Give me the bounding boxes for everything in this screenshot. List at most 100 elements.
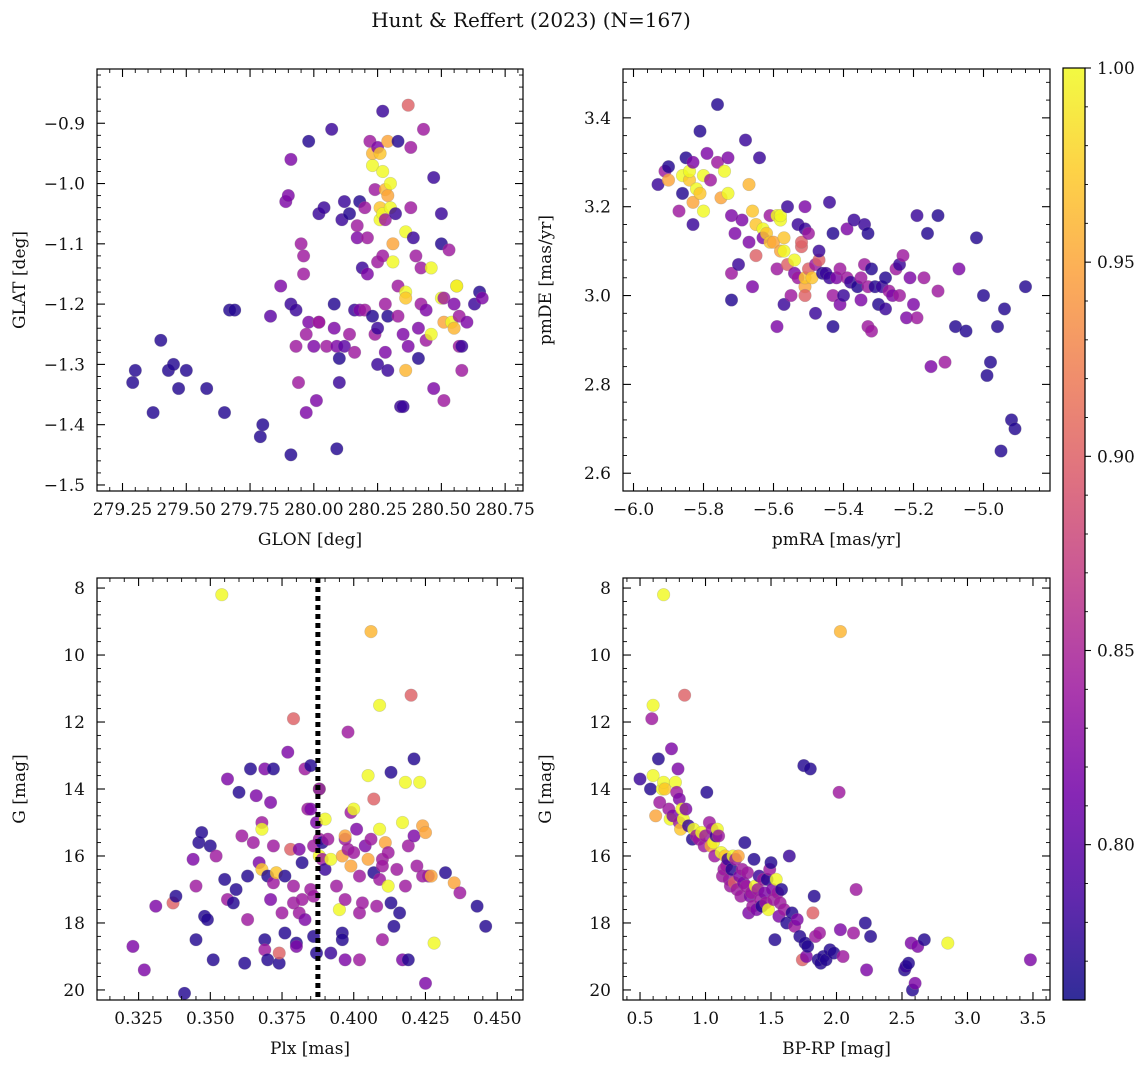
data-point	[700, 146, 714, 160]
data-point	[209, 849, 223, 863]
data-point	[437, 394, 451, 408]
data-point	[410, 859, 424, 873]
data-point	[731, 849, 745, 863]
data-point	[460, 315, 474, 329]
x-tick-label: 3.5	[1019, 1009, 1046, 1029]
data-point	[272, 946, 286, 960]
data-point	[249, 789, 263, 803]
data-point	[360, 267, 375, 281]
ticks-sky: 279.25 279.50 279.75 280.00 280.25 280.50 280.…	[44, 69, 535, 520]
data-point	[393, 906, 407, 920]
data-point	[360, 231, 375, 245]
data-point	[364, 832, 378, 846]
data-point	[806, 906, 820, 920]
data-point	[784, 288, 798, 303]
x-tick-label: −6.0	[613, 500, 654, 520]
data-point	[700, 785, 714, 799]
data-point	[278, 869, 292, 883]
data-point	[255, 822, 269, 836]
data-point	[790, 912, 804, 927]
data-point	[455, 363, 469, 378]
data-point	[406, 231, 420, 245]
data-point	[761, 902, 776, 917]
data-point	[836, 949, 850, 964]
data-point	[807, 889, 821, 903]
data-point	[696, 204, 711, 218]
data-point	[256, 418, 270, 432]
data-point	[920, 226, 935, 240]
x-axis-label: Plx [mas]	[270, 1039, 350, 1059]
data-point	[399, 363, 413, 378]
data-point	[335, 933, 349, 947]
panel-sky: 279.25 279.50 279.75 280.00 280.25 280.50 280.…	[10, 68, 535, 550]
y-tick-label: 20	[63, 981, 85, 1001]
data-point	[724, 266, 739, 280]
data-point	[391, 309, 405, 323]
data-point	[232, 785, 246, 799]
data-point	[447, 876, 461, 890]
data-point	[304, 802, 318, 816]
data-point	[798, 200, 812, 214]
data-point	[646, 698, 660, 712]
y-tick-label: 2.8	[584, 375, 611, 395]
data-point	[264, 892, 278, 907]
data-point	[645, 712, 659, 726]
data-point	[896, 249, 910, 263]
colorbar-tick-label: 0.90	[1097, 447, 1135, 467]
ticks-parallax-magnitude: 0.325 0.350 0.375 0.400 0.425 0.450 8 10 12 14 16 1…	[63, 578, 523, 1029]
data-point	[294, 237, 308, 251]
data-point	[275, 906, 289, 920]
data-point	[686, 195, 700, 209]
data-point	[693, 124, 707, 138]
data-point	[128, 363, 142, 378]
data-point	[388, 207, 403, 221]
data-point	[264, 795, 278, 810]
colorbar-tick-label: 1.00	[1097, 59, 1135, 79]
data-point	[404, 688, 418, 702]
data-point	[307, 339, 321, 353]
data-point	[387, 919, 401, 933]
data-point	[261, 953, 275, 967]
data-point	[711, 829, 726, 843]
data-point	[479, 919, 493, 933]
y-tick-label: 12	[63, 713, 85, 733]
x-tick-label: 279.75	[220, 500, 279, 520]
data-point	[906, 297, 921, 312]
data-point	[350, 822, 364, 836]
data-point	[798, 288, 812, 303]
data-point	[764, 856, 778, 870]
data-point	[407, 752, 421, 766]
data-point	[661, 173, 676, 187]
data-point	[836, 288, 851, 303]
data-point	[808, 306, 823, 320]
y-tick-label: 12	[589, 713, 611, 733]
colorbar-tick-label: 0.85	[1097, 642, 1135, 662]
data-point	[661, 160, 676, 174]
data-point	[782, 849, 796, 863]
x-tick-label: 280.75	[475, 500, 534, 520]
data-point	[671, 762, 685, 776]
data-point	[226, 896, 240, 910]
data-point	[658, 782, 672, 796]
data-point	[330, 442, 344, 456]
data-point	[424, 261, 438, 275]
data-point	[418, 976, 433, 990]
y-tick-label: 2.6	[584, 464, 611, 484]
data-point	[189, 879, 203, 893]
data-point	[189, 933, 203, 947]
data-point	[297, 249, 311, 263]
data-point	[437, 291, 451, 305]
y-tick-label: 14	[63, 780, 85, 800]
data-point	[332, 902, 347, 917]
data-point	[438, 866, 453, 880]
data-point	[381, 189, 395, 203]
data-point	[407, 829, 421, 843]
data-point	[777, 244, 791, 258]
data-point	[740, 866, 755, 880]
data-point	[342, 327, 357, 341]
data-point	[401, 839, 415, 853]
data-point	[677, 688, 692, 702]
data-point	[292, 842, 306, 856]
data-point	[352, 953, 367, 967]
